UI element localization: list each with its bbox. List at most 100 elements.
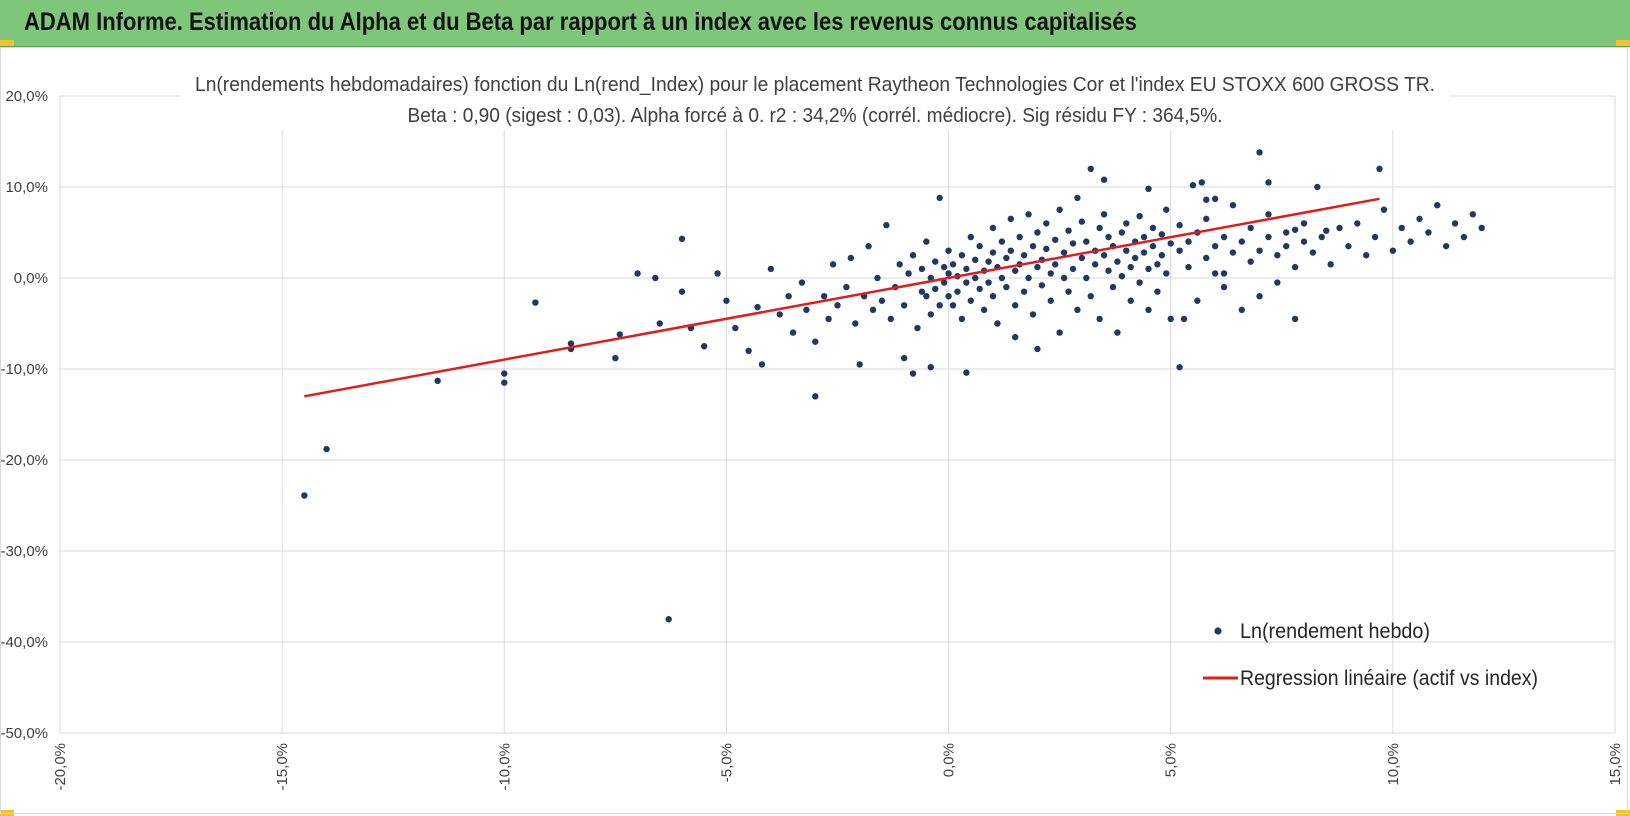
data-point xyxy=(865,242,872,250)
data-point xyxy=(1056,329,1063,336)
data-point xyxy=(1100,211,1108,218)
data-point xyxy=(1380,206,1388,213)
data-point xyxy=(1185,238,1192,245)
data-point xyxy=(945,270,952,277)
chart-frame xyxy=(0,47,1628,814)
data-point xyxy=(927,311,934,318)
data-point xyxy=(985,279,992,286)
data-point xyxy=(1345,242,1352,250)
data-point xyxy=(434,377,441,385)
data-point xyxy=(754,303,761,311)
data-point xyxy=(1060,274,1068,282)
data-point xyxy=(998,238,1006,245)
data-point xyxy=(1127,263,1134,271)
data-point xyxy=(985,258,992,265)
scatter-points xyxy=(301,149,1485,623)
data-point xyxy=(803,306,810,314)
x-axis-ticks: -20,0% -15,0% -10,0% -5,0% 0,0% 5,0% 10,0% 15,0… xyxy=(52,743,1624,791)
data-point xyxy=(1300,220,1308,227)
data-point xyxy=(656,320,663,327)
data-point xyxy=(927,363,934,371)
data-point xyxy=(847,254,855,262)
data-point xyxy=(914,324,921,332)
data-point xyxy=(665,616,672,623)
data-point xyxy=(900,302,908,309)
data-point xyxy=(1052,261,1059,268)
data-point xyxy=(1083,238,1090,245)
data-point xyxy=(1211,195,1219,203)
chart-title-line2: Beta : 0,90 (sigest : 0,03). Alpha forcé… xyxy=(408,105,1223,127)
data-point xyxy=(945,247,952,254)
data-point xyxy=(878,297,886,304)
data-point xyxy=(567,340,575,347)
x-tick-label: -20,0% xyxy=(52,743,69,791)
data-point xyxy=(1376,165,1383,172)
data-point xyxy=(812,338,819,345)
data-point xyxy=(989,224,997,232)
chart-title-line1: Ln(rendements hebdomadaires) fonction du… xyxy=(195,74,1435,96)
data-point xyxy=(963,369,970,376)
data-point xyxy=(932,285,939,293)
data-point xyxy=(1256,293,1263,300)
data-point xyxy=(958,252,966,259)
data-point xyxy=(825,315,832,323)
data-point xyxy=(936,302,943,309)
data-point xyxy=(1229,249,1237,256)
data-point xyxy=(980,306,988,314)
data-point xyxy=(843,283,850,291)
data-point xyxy=(1163,270,1170,277)
data-point xyxy=(1180,315,1188,323)
legend-label-points: Ln(rendement hebdo) xyxy=(1240,620,1430,643)
data-point xyxy=(678,288,686,295)
data-point xyxy=(1149,242,1157,250)
data-point xyxy=(1087,293,1094,300)
data-point xyxy=(532,299,539,306)
data-point xyxy=(1100,252,1108,259)
data-point xyxy=(989,293,997,300)
data-point xyxy=(1056,206,1063,213)
data-point xyxy=(1247,258,1254,265)
data-point xyxy=(1407,238,1414,245)
data-point xyxy=(1003,254,1010,262)
data-point xyxy=(1389,247,1397,254)
data-point xyxy=(1025,274,1032,282)
data-point xyxy=(1371,233,1379,241)
data-point xyxy=(945,293,952,300)
data-point xyxy=(1238,238,1246,245)
data-point xyxy=(1283,242,1290,250)
data-point xyxy=(900,354,908,362)
x-tick-label: -5,0% xyxy=(718,743,735,782)
data-point xyxy=(1354,220,1361,227)
data-point xyxy=(789,329,797,336)
data-point xyxy=(887,315,895,323)
data-point xyxy=(998,274,1006,282)
data-point xyxy=(1065,227,1072,234)
data-point xyxy=(1314,183,1321,191)
data-point xyxy=(1114,329,1121,336)
data-point xyxy=(1167,240,1174,247)
data-point xyxy=(1096,315,1103,323)
x-tick-label: 0,0% xyxy=(941,743,958,777)
data-point xyxy=(1265,179,1272,186)
data-point xyxy=(936,194,943,202)
data-point xyxy=(905,270,912,277)
data-point xyxy=(1198,179,1206,186)
data-point xyxy=(1185,263,1192,271)
data-point xyxy=(1167,315,1174,323)
data-point xyxy=(1176,247,1183,254)
data-point xyxy=(1025,211,1032,218)
data-point xyxy=(1074,194,1081,202)
data-point xyxy=(820,293,828,300)
data-point xyxy=(732,324,739,332)
data-point xyxy=(1176,363,1183,371)
data-point xyxy=(1154,288,1161,295)
data-point xyxy=(1451,220,1459,227)
data-point xyxy=(1087,165,1094,172)
data-point xyxy=(1145,185,1152,193)
data-point xyxy=(1158,252,1166,259)
data-point xyxy=(1074,306,1081,314)
data-point xyxy=(1020,288,1028,295)
corner-marker-top-left xyxy=(0,40,14,46)
data-point xyxy=(1211,270,1219,277)
data-point xyxy=(927,274,934,282)
